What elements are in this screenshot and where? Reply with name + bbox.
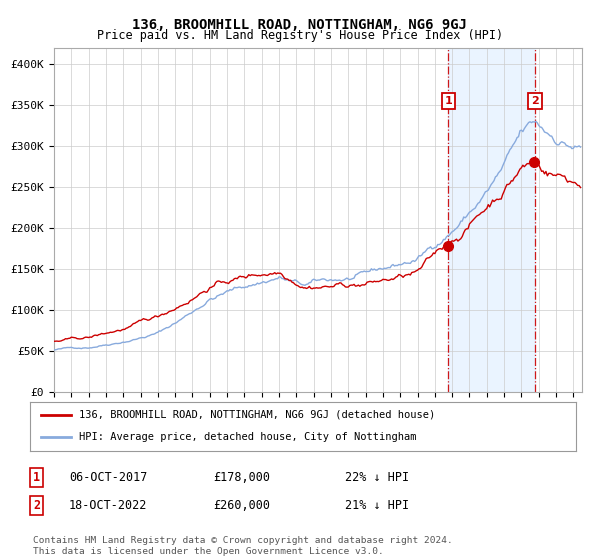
Text: 21% ↓ HPI: 21% ↓ HPI	[345, 499, 409, 512]
Text: £178,000: £178,000	[213, 470, 270, 484]
Text: 22% ↓ HPI: 22% ↓ HPI	[345, 470, 409, 484]
Text: 06-OCT-2017: 06-OCT-2017	[69, 470, 148, 484]
Text: 1: 1	[445, 96, 452, 106]
Text: Price paid vs. HM Land Registry's House Price Index (HPI): Price paid vs. HM Land Registry's House …	[97, 29, 503, 42]
Bar	[448, 48, 535, 392]
Text: 1: 1	[33, 470, 40, 484]
Text: 136, BROOMHILL ROAD, NOTTINGHAM, NG6 9GJ: 136, BROOMHILL ROAD, NOTTINGHAM, NG6 9GJ	[133, 18, 467, 32]
Text: 2: 2	[531, 96, 539, 106]
Text: £260,000: £260,000	[213, 499, 270, 512]
Text: 136, BROOMHILL ROAD, NOTTINGHAM, NG6 9GJ (detached house): 136, BROOMHILL ROAD, NOTTINGHAM, NG6 9GJ…	[79, 410, 436, 420]
Text: 2: 2	[33, 499, 40, 512]
Text: HPI: Average price, detached house, City of Nottingham: HPI: Average price, detached house, City…	[79, 432, 416, 442]
Text: 18-OCT-2022: 18-OCT-2022	[69, 499, 148, 512]
Text: Contains HM Land Registry data © Crown copyright and database right 2024.
This d: Contains HM Land Registry data © Crown c…	[33, 536, 453, 556]
